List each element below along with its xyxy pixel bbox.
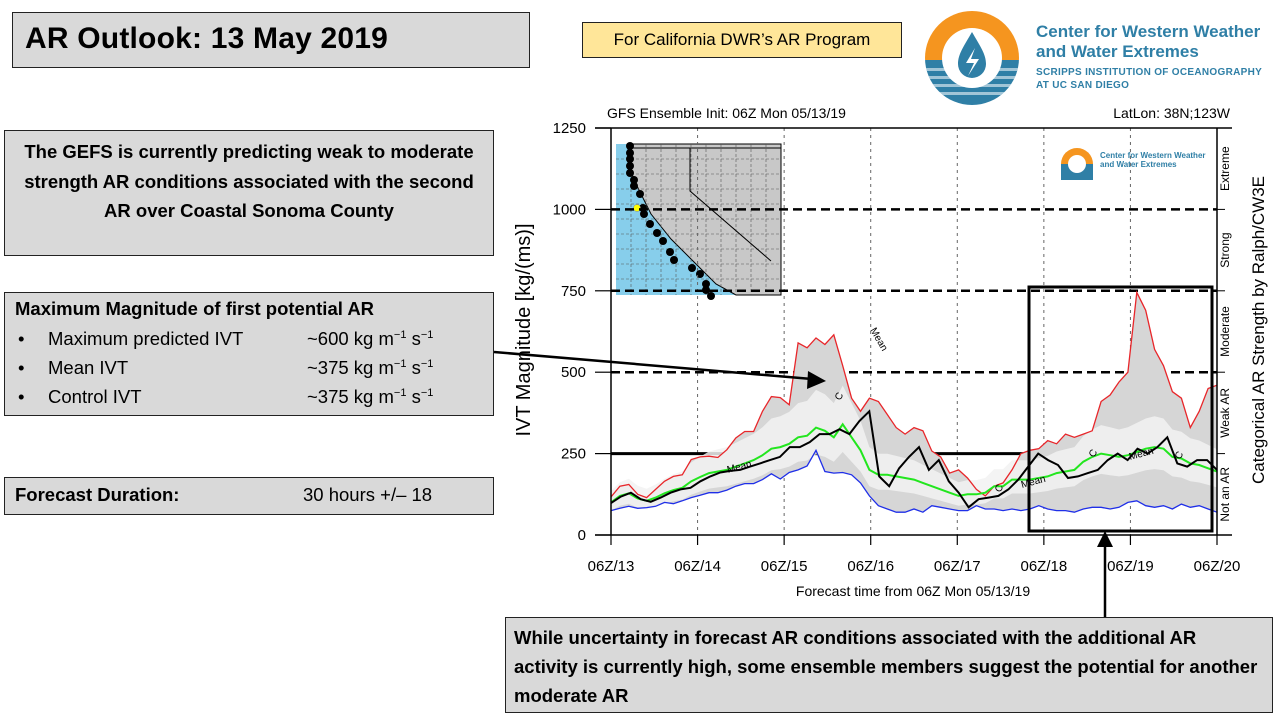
series-control: [610, 409, 1218, 509]
series-mean: [610, 422, 1218, 504]
forecast-point-marker: [626, 149, 634, 157]
selected-point-marker: [633, 204, 641, 212]
ensemble-envelope: [611, 292, 1217, 513]
chart-logo-text: and Water Extremes: [1100, 160, 1177, 169]
forecast-point-marker: [626, 169, 634, 177]
pointer-arrow-line: [493, 350, 813, 381]
chart-logo-text: Center for Western Weather: [1100, 151, 1206, 160]
title-banner: AR Outlook: 13 May 2019: [12, 12, 530, 68]
highlight-box: [1027, 285, 1214, 533]
arrow-head-icon: [1097, 531, 1113, 547]
chart-logo-icon-center: [1068, 155, 1086, 173]
duration-box: Forecast Duration: 30 hours +/– 18: [4, 477, 494, 515]
x-tick-label: 06Z/17: [934, 558, 981, 575]
series-minimum: [610, 448, 1218, 513]
y-axis-label: IVT Magnitude [kg/(ms)]: [513, 223, 535, 436]
summary-box: The GEFS is currently predicting weak to…: [4, 130, 494, 256]
series-maximum: [610, 290, 1218, 499]
x-tick-label: 06Z/19: [1107, 558, 1154, 575]
forecast-point-marker: [626, 142, 634, 150]
state-border: [689, 148, 772, 262]
arrow-head-icon: [807, 371, 826, 389]
forecast-point-marker: [646, 220, 654, 228]
summary-text: The GEFS is currently predicting weak to…: [24, 141, 474, 221]
category-label: Moderate: [1218, 306, 1232, 357]
cw3e-logo: Center for Western Weather and Water Ext…: [922, 8, 1272, 108]
logo-name: Center for Western Weather and Water Ext…: [1036, 22, 1261, 61]
chart-axes: 0 250 500 750 1000 1250 06Z/13 06Z/14 06Z/15 06Z/…: [553, 120, 1241, 575]
duration-value: 30 hours +/– 18: [303, 484, 433, 505]
page-title: AR Outlook: 13 May 2019: [25, 22, 389, 55]
series-inline-label: C: [1087, 448, 1100, 460]
y-tick-label: 0: [578, 527, 586, 544]
x-tick-label: 06Z/14: [674, 558, 721, 575]
note-text: While uncertainty in forecast AR conditi…: [514, 627, 1258, 706]
x-tick-label: 06Z/15: [761, 558, 808, 575]
y-tick-label: 1000: [553, 201, 586, 218]
magnitude-value: ~375 kg m−1 s−1: [307, 357, 434, 378]
ensemble-inner-band: [611, 385, 1217, 511]
category-label: Not an AR: [1218, 467, 1232, 522]
duration-label: Forecast Duration:: [15, 484, 180, 505]
x-tick-label: 06Z/16: [847, 558, 894, 575]
forecast-point-marker: [659, 237, 667, 245]
right-axis-label: Categorical AR Strength by Ralph/CW3E: [1249, 176, 1268, 484]
series-inline-label: C: [1173, 450, 1186, 462]
forecast-point-marker: [630, 176, 638, 184]
forecast-point-marker: [688, 264, 696, 272]
note-box: While uncertainty in forecast AR conditi…: [505, 617, 1273, 713]
x-axis-label: Forecast time from 06Z Mon 05/13/19: [796, 583, 1030, 599]
category-label: Extreme: [1218, 146, 1232, 191]
y-tick-label: 1250: [553, 120, 586, 137]
y-tick-label: 250: [561, 446, 586, 463]
forecast-point-marker: [626, 155, 634, 163]
x-tick-label: 06Z/18: [1021, 558, 1068, 575]
forecast-point-marker: [630, 182, 638, 190]
logo-subtitle: SCRIPPS INSTITUTION OF OCEANOGRAPHY AT U…: [1036, 67, 1263, 91]
x-tick-label: 06Z/20: [1194, 558, 1241, 575]
magnitude-value: ~600 kg m−1 s−1: [307, 328, 434, 349]
bullet-icon: •: [18, 328, 25, 349]
chart-location: LatLon: 38N;123W: [1113, 105, 1231, 121]
chart-series: [610, 290, 1218, 513]
magnitude-box: Maximum Magnitude of first potential AR …: [4, 292, 494, 416]
bullet-icon: •: [18, 357, 25, 378]
series-inline-label: C: [833, 391, 846, 403]
cw3e-water-drop-logo-icon: [925, 11, 1019, 105]
forecast-point-marker: [640, 210, 648, 218]
bullet-icon: •: [18, 386, 25, 407]
series-inline-label: C: [993, 483, 1006, 495]
magnitude-value: ~375 kg m−1 s−1: [307, 386, 434, 407]
category-label: Strong: [1218, 232, 1232, 267]
forecast-point-marker: [670, 256, 678, 264]
forecast-point-marker: [626, 162, 634, 170]
forecast-point-marker: [702, 280, 710, 288]
magnitude-header: Maximum Magnitude of first potential AR: [15, 298, 375, 319]
y-tick-label: 750: [561, 283, 586, 300]
forecast-point-marker: [666, 248, 674, 256]
category-label: Weak AR: [1218, 388, 1232, 438]
x-tick-label: 06Z/13: [588, 558, 635, 575]
program-label: For California DWR’s AR Program: [582, 22, 902, 58]
chart-title: GFS Ensemble Init: 06Z Mon 05/13/19: [607, 105, 846, 121]
forecast-point-marker: [636, 190, 644, 198]
forecast-point-marker: [707, 292, 715, 300]
y-tick-label: 500: [561, 364, 586, 381]
forecast-point-marker: [653, 229, 661, 237]
